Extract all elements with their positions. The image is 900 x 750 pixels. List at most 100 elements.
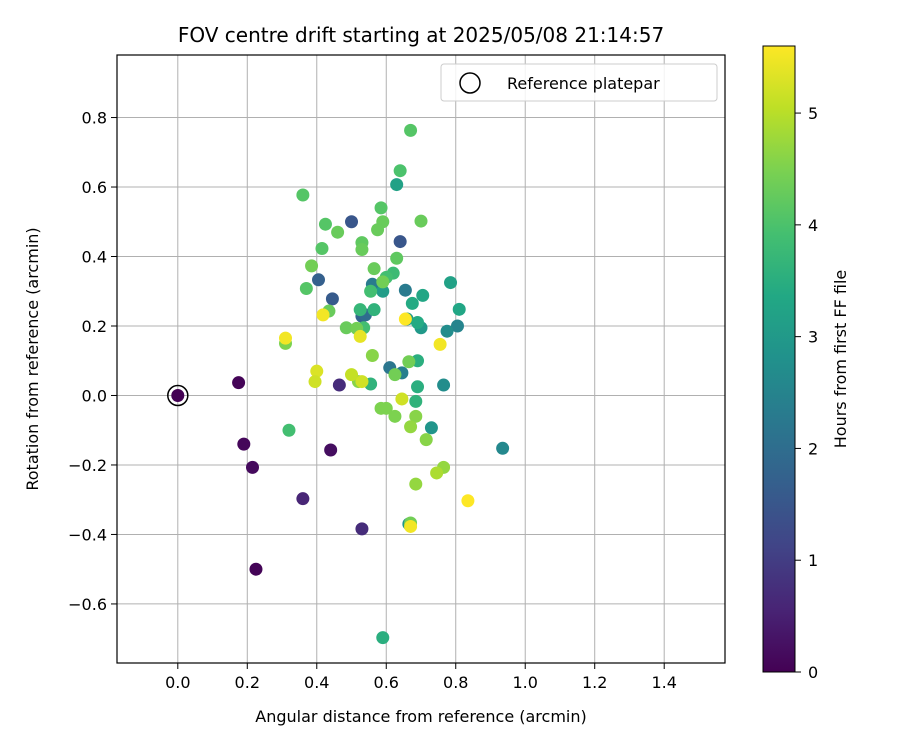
data-point xyxy=(437,378,451,392)
colorbar-tick-label: 4 xyxy=(808,216,818,235)
data-point xyxy=(364,284,378,298)
y-tick-label: −0.4 xyxy=(68,525,107,544)
data-point xyxy=(440,324,454,338)
data-point xyxy=(419,433,433,447)
data-point xyxy=(308,375,322,389)
data-point xyxy=(450,319,464,333)
x-tick-label: 0.4 xyxy=(304,673,329,692)
colorbar-tick-label: 2 xyxy=(808,439,818,458)
x-tick-label: 0.8 xyxy=(443,673,468,692)
data-point xyxy=(405,296,419,310)
data-point xyxy=(345,368,359,382)
y-tick-label: 0.2 xyxy=(82,317,107,336)
legend-reference-marker xyxy=(459,72,481,94)
data-point xyxy=(388,368,402,382)
data-point xyxy=(312,273,326,287)
data-point xyxy=(433,337,447,351)
x-tick-label: 1.0 xyxy=(513,673,538,692)
data-point xyxy=(404,420,418,434)
data-point xyxy=(315,242,329,256)
data-point xyxy=(393,235,407,249)
data-point xyxy=(296,188,310,202)
data-point xyxy=(411,316,425,330)
data-point xyxy=(395,392,409,406)
data-point xyxy=(310,364,324,378)
data-point xyxy=(345,215,359,229)
data-point xyxy=(299,281,313,295)
data-point xyxy=(355,375,369,389)
x-tick-label: 0.6 xyxy=(374,673,399,692)
x-tick-label: 1.2 xyxy=(582,673,607,692)
data-point xyxy=(325,292,339,306)
data-point xyxy=(353,329,367,343)
data-point xyxy=(424,421,438,435)
y-tick-label: 0.8 xyxy=(82,109,107,128)
data-point xyxy=(245,460,259,474)
colorbar-tick-label: 1 xyxy=(808,551,818,570)
data-point xyxy=(416,288,430,302)
y-tick-label: −0.6 xyxy=(68,595,107,614)
legend-label-reference: Reference platepar xyxy=(507,74,660,93)
data-point xyxy=(305,259,319,273)
data-point xyxy=(374,201,388,215)
data-point xyxy=(355,522,369,536)
data-point xyxy=(282,423,296,437)
colorbar: 0 1 2 3 4 5 Hours from first FF file xyxy=(762,45,850,682)
data-point xyxy=(390,251,404,265)
data-point xyxy=(379,401,393,415)
data-point xyxy=(331,225,345,239)
data-point xyxy=(339,321,353,335)
data-point xyxy=(371,223,385,237)
y-tick-label: 0.6 xyxy=(82,178,107,197)
data-point xyxy=(409,394,423,408)
data-point xyxy=(353,303,367,317)
data-point xyxy=(365,349,379,363)
data-point xyxy=(393,164,407,178)
data-point xyxy=(332,378,346,392)
data-point xyxy=(398,312,412,326)
y-axis-label: Rotation from reference (arcmin) xyxy=(23,227,42,490)
data-point xyxy=(279,331,293,345)
y-tick-label: 0.0 xyxy=(82,386,107,405)
data-point xyxy=(232,376,246,390)
x-axis: 0.0 0.2 0.4 0.6 0.8 1.0 1.2 1.4 xyxy=(165,663,677,692)
data-point xyxy=(237,437,251,451)
data-point xyxy=(376,275,390,289)
reference-point-marker xyxy=(167,384,189,407)
colorbar-gradient xyxy=(762,45,796,673)
data-point xyxy=(249,562,263,576)
reference-marker xyxy=(167,384,189,407)
data-point xyxy=(409,409,423,423)
data-point xyxy=(430,466,444,480)
data-point xyxy=(404,123,418,137)
y-tick-label: 0.4 xyxy=(82,248,107,267)
data-point xyxy=(402,355,416,369)
y-tick-label: −0.2 xyxy=(68,456,107,475)
data-point xyxy=(376,631,390,645)
x-axis-label: Angular distance from reference (arcmin) xyxy=(255,707,586,726)
colorbar-ticks: 0 1 2 3 4 5 xyxy=(795,104,818,682)
colorbar-label: Hours from first FF file xyxy=(831,270,850,449)
data-point xyxy=(296,492,310,506)
data-point xyxy=(496,441,510,455)
data-point xyxy=(367,303,381,317)
chart-title: FOV centre drift starting at 2025/05/08 … xyxy=(178,23,664,47)
x-tick-label: 1.4 xyxy=(651,673,676,692)
x-tick-label: 0.2 xyxy=(235,673,260,692)
data-point xyxy=(414,214,428,228)
data-point xyxy=(171,388,185,402)
data-point xyxy=(444,276,458,290)
data-point xyxy=(318,217,332,231)
data-point xyxy=(390,178,404,192)
colorbar-tick-label: 3 xyxy=(808,328,818,347)
data-point xyxy=(324,443,338,457)
data-point xyxy=(452,302,466,316)
data-point xyxy=(404,519,418,533)
plot-frame xyxy=(116,54,726,664)
colorbar-tick-label: 0 xyxy=(808,663,818,682)
data-point xyxy=(409,477,423,491)
data-point xyxy=(411,380,425,394)
data-point xyxy=(461,494,475,508)
colorbar-tick-label: 5 xyxy=(808,104,818,123)
y-axis: −0.6 −0.4 −0.2 0.0 0.2 0.4 0.6 0.8 xyxy=(68,109,117,614)
